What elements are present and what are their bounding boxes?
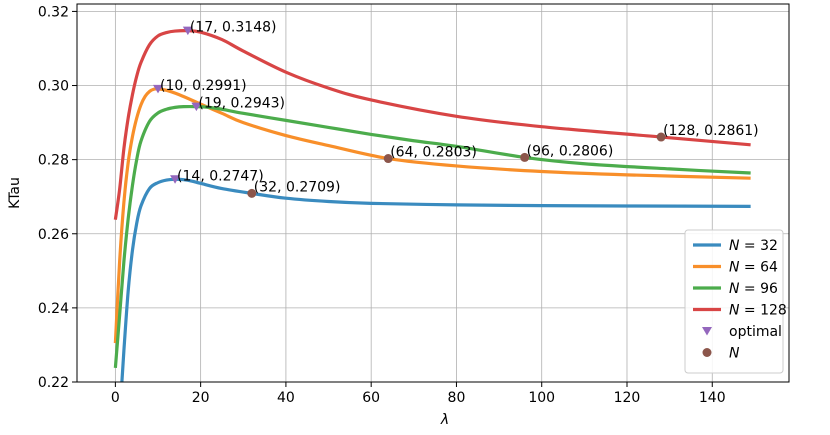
y-tick-label: 0.32 [38, 4, 69, 20]
legend-label: optimal [729, 324, 782, 340]
annotation-layer: (14, 0.2747) (10, 0.2991) (19, 0.2943) (17,… [160, 20, 759, 196]
series-line-1 [120, 177, 751, 382]
x-tick-label: 120 [614, 390, 641, 406]
axis-ticks: 0 20 40 60 80 100 120 140 0.22 0.24 0.26 0.28 0.30 0.… [38, 4, 726, 406]
x-tick-label: 40 [277, 390, 295, 406]
optimal-point-label: (17, 0.3148) [190, 20, 277, 36]
x-tick-label: 140 [699, 390, 726, 406]
x-axis-title: λ [440, 412, 449, 428]
x-tick-label: 0 [111, 390, 120, 406]
n-point-label: (32, 0.2709) [254, 179, 341, 195]
x-tick-label: 100 [528, 390, 555, 406]
plot-frame [76, 3, 790, 383]
optimal-point-label: (14, 0.2747) [177, 168, 264, 184]
n-marker [383, 154, 393, 164]
plot-background [77, 4, 789, 382]
n-point-label: (64, 0.2803) [390, 145, 477, 161]
optimal-marker [191, 102, 202, 112]
legend-n-marker [702, 348, 712, 357]
legend: N = 32 N = 64 N = 96 N = 128 optimal N [684, 229, 787, 374]
series-line-2 [113, 87, 751, 344]
n-point-label: (96, 0.2806) [527, 143, 614, 159]
n-marker [656, 132, 666, 142]
marker-layer [153, 26, 666, 198]
n-marker [520, 152, 530, 162]
legend-label: N = 96 [729, 281, 778, 297]
optimal-point-label: (10, 0.2991) [160, 78, 247, 94]
y-tick-label: 0.22 [38, 375, 69, 391]
x-tick-label: 20 [192, 390, 210, 406]
y-tick-label: 0.30 [38, 79, 69, 95]
y-tick-label: 0.24 [38, 301, 69, 317]
n-marker [247, 188, 257, 198]
x-tick-label: 60 [362, 390, 380, 406]
x-tick-label: 80 [448, 390, 466, 406]
legend-label: N = 64 [729, 260, 778, 276]
legend-label: N = 128 [729, 303, 787, 319]
legend-label: N [729, 346, 740, 362]
grid [77, 4, 789, 383]
y-tick-label: 0.28 [38, 153, 69, 169]
y-tick-label: 0.26 [38, 227, 69, 243]
optimal-marker [170, 175, 181, 184]
legend-label: N = 32 [729, 238, 778, 254]
optimal-marker [182, 26, 193, 36]
legend-optimal-marker [702, 327, 712, 336]
n-point-label: (128, 0.2861) [663, 123, 759, 139]
y-axis-title: KTau [7, 177, 23, 209]
optimal-point-label: (19, 0.2943) [198, 96, 285, 112]
optimal-marker [153, 84, 164, 94]
